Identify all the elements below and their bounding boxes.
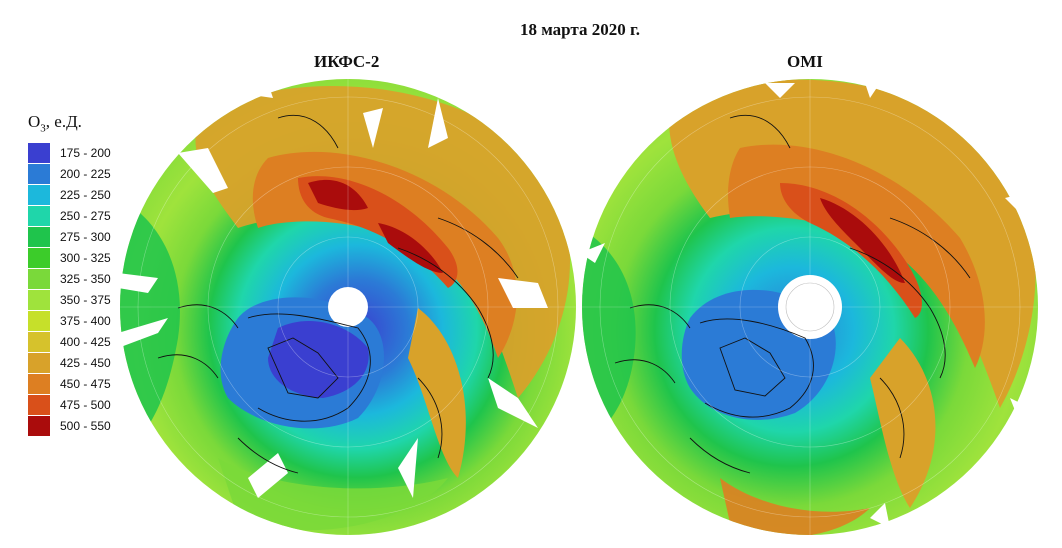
polar-data-gap [328, 287, 368, 327]
legend-item: 200 - 225 [28, 163, 111, 184]
legend-label: 475 - 500 [60, 397, 111, 412]
legend-swatch [28, 415, 50, 436]
legend-item: 250 - 275 [28, 205, 111, 226]
legend-swatch [28, 268, 50, 289]
legend-swatch [28, 394, 50, 415]
legend-label: 425 - 450 [60, 355, 111, 370]
graticule [120, 79, 576, 535]
legend-item: 400 - 425 [28, 331, 111, 352]
legend-swatch [28, 142, 50, 163]
legend-label: 325 - 350 [60, 271, 111, 286]
legend-label: 200 - 225 [60, 166, 111, 181]
legend-label: 450 - 475 [60, 376, 111, 391]
coastlines [614, 114, 971, 474]
legend-swatch [28, 331, 50, 352]
legend-label: 250 - 275 [60, 208, 111, 223]
legend-item: 325 - 350 [28, 268, 111, 289]
legend-swatch [28, 352, 50, 373]
figure-title: 18 марта 2020 г. [519, 20, 641, 39]
legend-label: 350 - 375 [60, 292, 111, 307]
legend-swatch [28, 310, 50, 331]
legend-item: 175 - 200 [28, 142, 111, 163]
legend-item: 425 - 450 [28, 352, 111, 373]
legend-title: O3, е.Д. [28, 112, 82, 135]
legend-swatch [28, 226, 50, 247]
ozone-map-omi [580, 79, 1038, 535]
orbit-gaps [118, 83, 548, 498]
polar-data-gap [778, 275, 842, 339]
map-title-ikfs2: ИКФС-2 [314, 52, 380, 71]
map-title-omi: OMI [787, 52, 823, 71]
legend-label: 375 - 400 [60, 313, 111, 328]
ozone-map-ikfs2 [118, 79, 576, 535]
ozone-field-omi [582, 79, 1038, 535]
coastlines [157, 114, 519, 474]
legend-label: 225 - 250 [60, 187, 111, 202]
legend-label: 500 - 550 [60, 418, 111, 433]
legend-item: 275 - 300 [28, 226, 111, 247]
legend-swatch [28, 247, 50, 268]
legend-swatch [28, 205, 50, 226]
legend-swatch [28, 163, 50, 184]
ozone-legend: O3, е.Д. 175 - 200 200 - 225 225 - 250 250 … [28, 112, 111, 436]
legend-swatch [28, 373, 50, 394]
graticule [582, 79, 1038, 535]
legend-item: 350 - 375 [28, 289, 111, 310]
legend-item: 500 - 550 [28, 415, 111, 436]
legend-label: 400 - 425 [60, 334, 111, 349]
legend-item: 225 - 250 [28, 184, 111, 205]
legend-item: 450 - 475 [28, 373, 111, 394]
legend-label: 275 - 300 [60, 229, 111, 244]
legend-items: 175 - 200 200 - 225 225 - 250 250 - 275 275 … [28, 142, 111, 436]
legend-swatch [28, 184, 50, 205]
legend-item: 300 - 325 [28, 247, 111, 268]
legend-item: 375 - 400 [28, 310, 111, 331]
edge-notches [580, 83, 1030, 528]
legend-label: 300 - 325 [60, 250, 111, 265]
legend-swatch [28, 289, 50, 310]
legend-label: 175 - 200 [60, 145, 111, 160]
ozone-field-ikfs2 [120, 79, 576, 535]
legend-item: 475 - 500 [28, 394, 111, 415]
